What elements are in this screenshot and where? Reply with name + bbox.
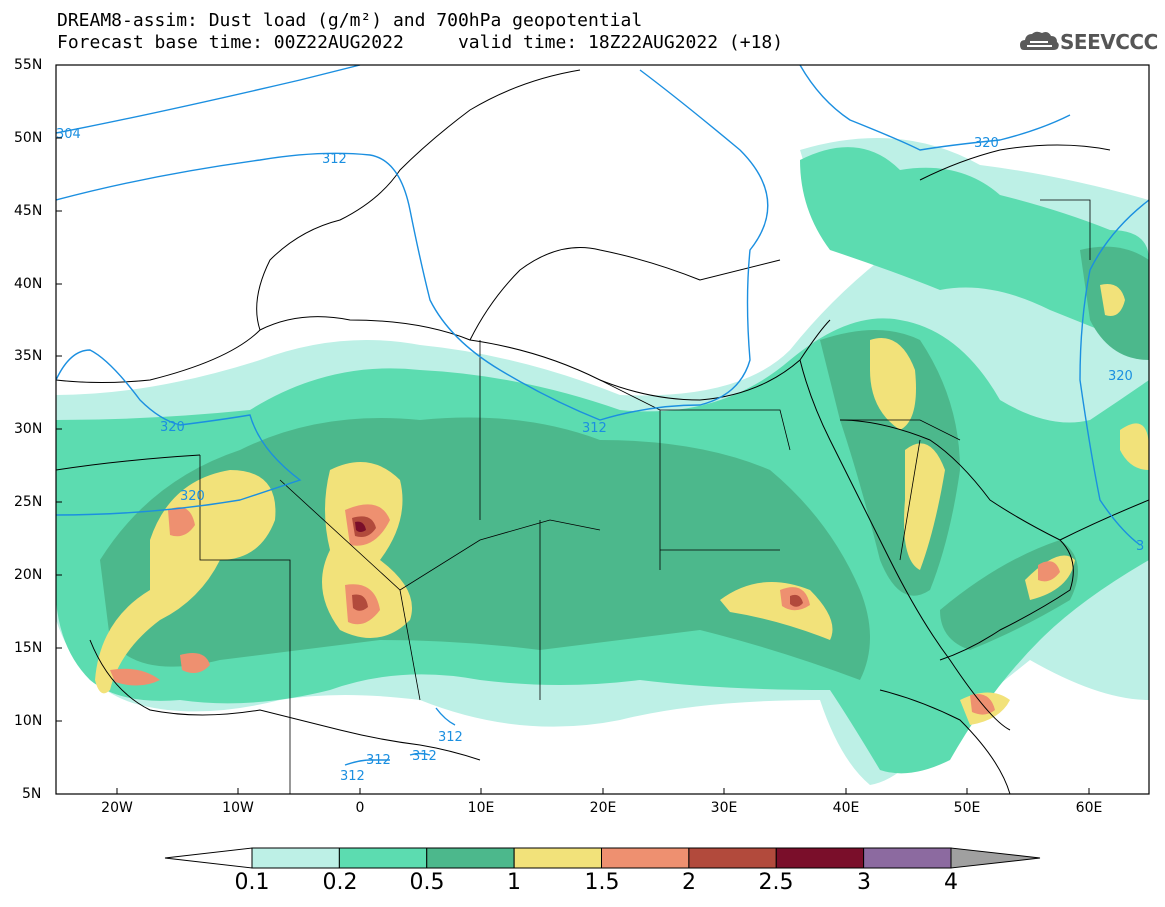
map-subtitle: Forecast base time: 00Z22AUG2022 valid t… (57, 32, 784, 53)
contour-labels: 304 312 320 320 312 312 320 320 3 312 31… (56, 127, 1144, 784)
dust-region-red (790, 594, 803, 607)
colorbar-label: 0.5 (409, 870, 445, 895)
contour-label-11: 312 (340, 769, 365, 784)
lon-label: 60E (1075, 800, 1103, 816)
dust-region-orange (180, 652, 210, 674)
dust-region-yellow (95, 470, 276, 694)
dust-region-yellow (1100, 284, 1125, 316)
lon-label: 10W (222, 800, 254, 816)
contour-label-9: 312 (366, 753, 391, 768)
contour-label-7: 320 (1108, 369, 1133, 384)
colorbar-label: 0.2 (322, 870, 358, 895)
dust-region-orange (110, 668, 160, 686)
contour-label-8: 3 (1136, 539, 1144, 554)
coastlines (56, 69, 1149, 794)
lon-label: 0 (355, 800, 365, 816)
dust-region-yellow (870, 338, 916, 430)
logo-text: SEEVCCC (1060, 30, 1158, 54)
map-title: DREAM8-assim: Dust load (g/m²) and 700hP… (57, 10, 643, 31)
lon-label: 50E (953, 800, 981, 816)
lat-label: 40N (14, 276, 43, 292)
dust-region-red (352, 594, 368, 611)
lat-label: 20N (14, 567, 43, 583)
lat-label: 15N (14, 640, 43, 656)
lat-label: 5N (22, 786, 42, 802)
contour-label-10: 312 (412, 749, 437, 764)
cloud-icon (1020, 31, 1059, 50)
lat-label: 45N (14, 203, 43, 219)
contour-label-6: 320 (180, 489, 205, 504)
lat-label: 25N (14, 494, 43, 510)
colorbar-label: 1 (507, 870, 521, 895)
lon-label: 30E (710, 800, 738, 816)
geopotential-contours (56, 65, 1149, 766)
lat-label: 30N (14, 421, 43, 437)
dust-region-dark (355, 521, 366, 532)
lon-label: 10E (467, 800, 495, 816)
lat-label: 35N (14, 348, 43, 364)
dust-region-yellow (322, 462, 412, 638)
lat-label: 50N (14, 130, 43, 146)
lon-label: 40E (832, 800, 860, 816)
colorbar-label: 2 (682, 870, 696, 895)
contour-label-4: 312 (582, 421, 607, 436)
contour-label-1: 312 (322, 152, 347, 167)
dust-region-yellow (1120, 423, 1149, 470)
lon-label: 20W (101, 800, 133, 816)
dust-region-orange (1038, 561, 1060, 582)
colorbar-label: 4 (944, 870, 958, 895)
contour-label-2: 320 (974, 136, 999, 151)
colorbar-label: 2.5 (758, 870, 794, 895)
colorbar-label: 0.1 (234, 870, 270, 895)
contour-label-5: 312 (438, 730, 463, 745)
dust-region-light (800, 147, 1149, 350)
borders (199, 199, 1091, 794)
axis-ticks (56, 64, 1090, 794)
colorbar-label: 3 (857, 870, 871, 895)
contour-label-3: 320 (160, 420, 185, 435)
dust-region-orange (168, 507, 195, 537)
colorbar-label: 1.5 (584, 870, 620, 895)
lat-label: 10N (14, 713, 43, 729)
contour-label-0: 304 (56, 127, 81, 142)
lat-label: 55N (14, 57, 43, 73)
lon-label: 20E (589, 800, 617, 816)
